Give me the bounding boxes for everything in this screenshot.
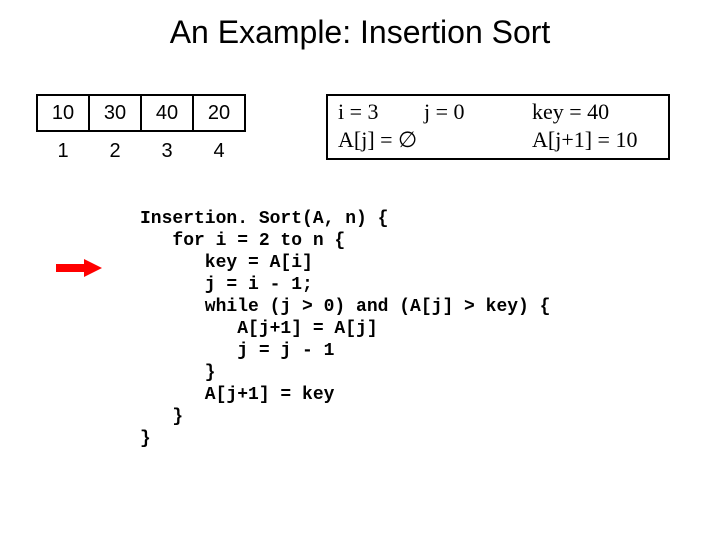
array-cell: 40 bbox=[140, 94, 194, 132]
var-key: key = 40 bbox=[532, 98, 658, 126]
var-j: j = 0 bbox=[424, 98, 532, 126]
array-cell: 30 bbox=[88, 94, 142, 132]
var-aj1: A[j+1] = 10 bbox=[532, 126, 658, 154]
code-block: Insertion. Sort(A, n) { for i = 2 to n {… bbox=[140, 208, 550, 450]
array-indices: 1 2 3 4 bbox=[36, 140, 246, 163]
var-i: i = 3 bbox=[338, 98, 424, 126]
page-title: An Example: Insertion Sort bbox=[0, 14, 720, 51]
pointer-arrow-icon bbox=[56, 259, 102, 282]
array-index: 4 bbox=[192, 140, 246, 163]
array-index: 2 bbox=[88, 140, 142, 163]
array-cells: 10 30 40 20 bbox=[36, 94, 246, 132]
variables-box: i = 3 j = 0 key = 40 A[j] = ∅ A[j+1] = 1… bbox=[326, 94, 670, 160]
array-cell: 20 bbox=[192, 94, 246, 132]
array-index: 3 bbox=[140, 140, 194, 163]
array-index: 1 bbox=[36, 140, 90, 163]
var-aj: A[j] = ∅ bbox=[338, 126, 532, 154]
array-cell: 10 bbox=[36, 94, 90, 132]
